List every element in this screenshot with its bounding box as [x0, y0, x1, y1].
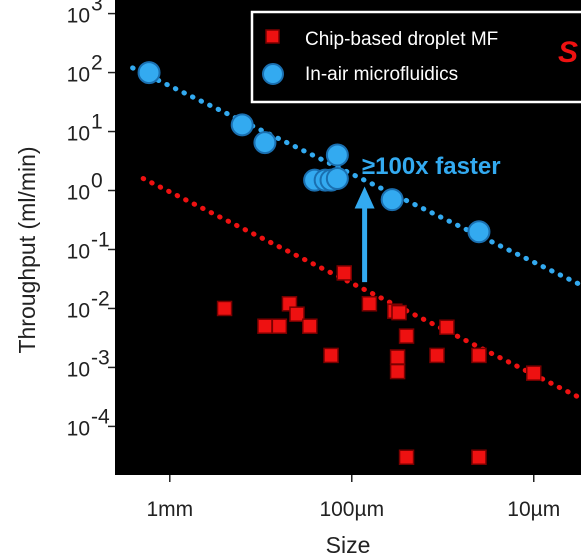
data-point-inair-9 [467, 220, 491, 244]
y-axis-title: Throughput (ml/min) [14, 146, 40, 353]
data-point-chip-14 [398, 449, 415, 465]
data-point-chip-18 [471, 449, 487, 465]
data-point-chip-2 [271, 318, 288, 334]
data-point-inair-6 [325, 166, 349, 190]
data-point-chip-4 [289, 306, 305, 322]
data-point-inair-8 [380, 188, 404, 212]
data-point-chip-5 [302, 318, 318, 334]
data-point-inair-7 [325, 143, 349, 167]
data-point-chip-8 [361, 296, 378, 312]
y-tick-label-5: 10 [67, 299, 90, 322]
data-point-chip-10 [391, 304, 407, 321]
y-tick-exponent-1: 2 [91, 52, 103, 75]
legend-marker-inair [262, 63, 284, 85]
legend-marker-chip [265, 29, 280, 44]
arrow-head [354, 186, 375, 209]
y-tick-label-7: 10 [67, 417, 90, 440]
legend-box [250, 10, 581, 104]
y-tick-exponent-0: 3 [91, 0, 103, 16]
data-point-chip-13 [398, 328, 415, 344]
y-tick-label-2: 10 [67, 123, 90, 146]
annotation-text: ≥100x faster [362, 153, 501, 180]
y-tick-exponent-2: 1 [91, 111, 103, 134]
x-tick-label-1: 100µm [319, 498, 384, 521]
data-point-chip-19 [526, 365, 542, 381]
y-tick-label-1: 10 [67, 64, 90, 87]
x-axis-ticks: 1mm 100µm 10µm [146, 475, 560, 521]
data-point-chip-0 [216, 300, 233, 317]
trend-line-0 [140, 175, 581, 401]
data-point-inair-2 [253, 131, 277, 155]
y-tick-label-3: 10 [67, 182, 90, 205]
data-point-inair-1 [230, 113, 254, 137]
x-axis-title: Size [326, 532, 371, 558]
y-tick-label-4: 10 [67, 240, 90, 263]
y-tick-label-0: 10 [67, 5, 90, 28]
trend-lines [130, 65, 581, 401]
y-tick-exponent-6: -3 [91, 346, 110, 369]
trend-line-1 [130, 65, 581, 288]
data-point-chip-1 [257, 318, 273, 334]
data-point-inair-0 [137, 61, 161, 85]
x-tick-label-2: 10µm [507, 498, 560, 521]
x-tick-label-0: 1mm [146, 498, 193, 521]
data-point-chip-17 [471, 347, 487, 364]
legend-label-inair: In-air microfluidics [305, 64, 458, 85]
y-tick-label-6: 10 [67, 358, 90, 381]
y-tick-exponent-7: -4 [91, 405, 110, 428]
data-point-chip-6 [323, 347, 339, 364]
data-point-chip-7 [336, 265, 352, 281]
y-tick-exponent-4: -1 [91, 228, 110, 251]
corner-label: S [558, 36, 578, 69]
arrow [354, 186, 375, 283]
data-point-chip-16 [439, 319, 455, 336]
data-point-chip-11 [389, 349, 406, 365]
data-point-chip-15 [429, 347, 445, 364]
legend-label-chip: Chip-based droplet MF [305, 29, 498, 50]
data-point-chip-12 [389, 363, 406, 380]
data-points [137, 61, 542, 465]
y-tick-exponent-5: -2 [91, 287, 110, 310]
y-tick-exponent-3: 0 [91, 170, 103, 193]
